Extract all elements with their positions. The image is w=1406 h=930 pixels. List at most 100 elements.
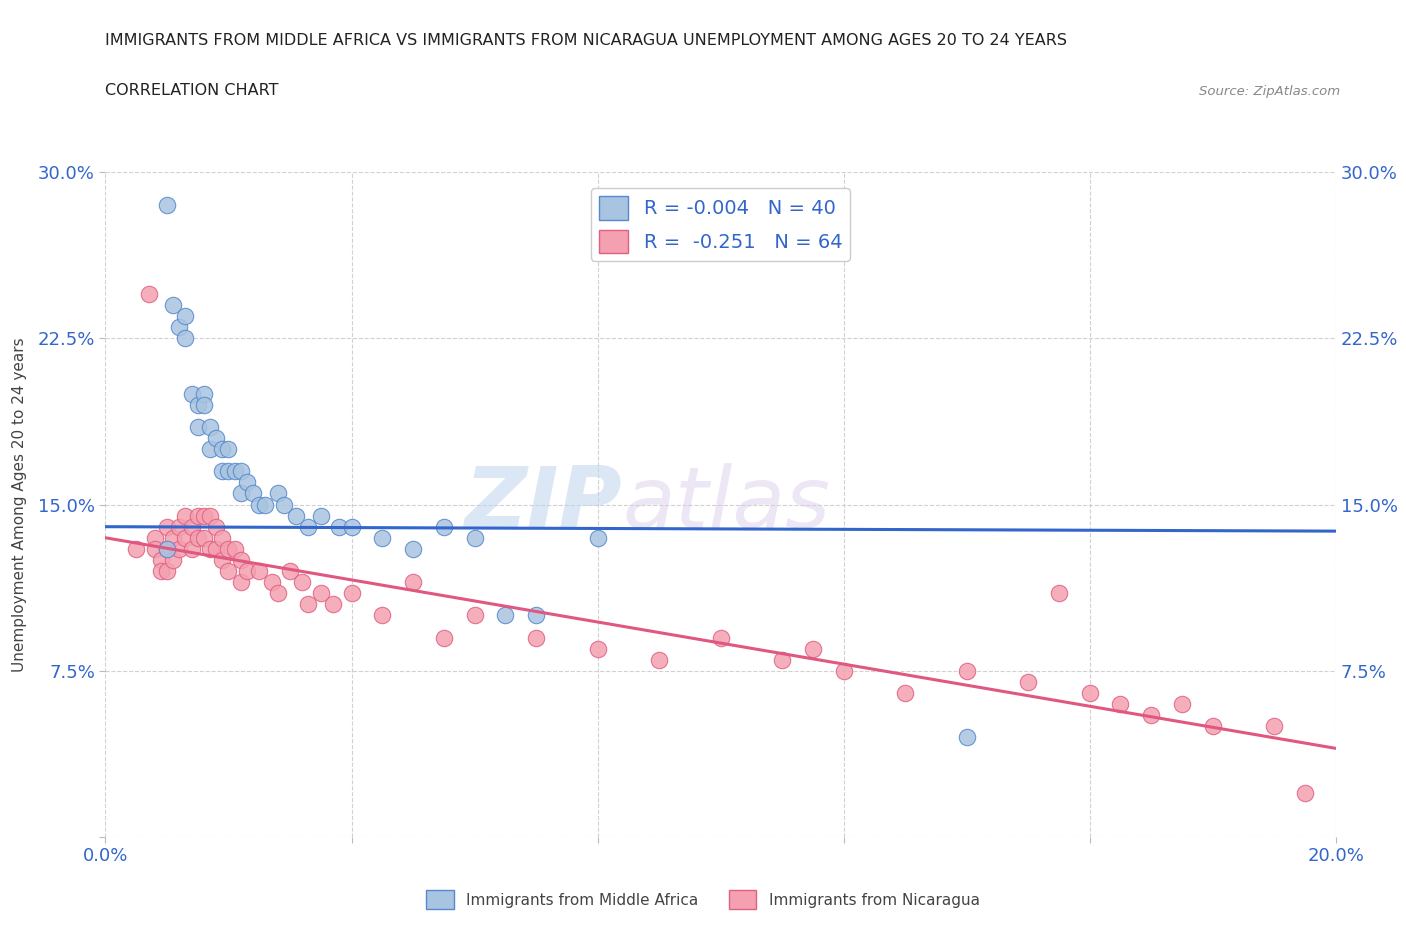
Point <box>1201 719 1223 734</box>
Point <box>433 519 456 534</box>
Point <box>193 508 215 523</box>
Point <box>169 541 191 556</box>
Point <box>174 530 197 545</box>
Point <box>309 508 332 523</box>
Point <box>464 530 486 545</box>
Point <box>297 597 319 612</box>
Point <box>832 663 855 678</box>
Point <box>169 519 191 534</box>
Point <box>278 564 301 578</box>
Point <box>260 575 283 590</box>
Point <box>247 498 270 512</box>
Point <box>956 730 979 745</box>
Point <box>174 331 197 346</box>
Point <box>143 541 166 556</box>
Point <box>198 508 221 523</box>
Point <box>433 631 456 645</box>
Point <box>162 298 184 312</box>
Text: IMMIGRANTS FROM MIDDLE AFRICA VS IMMIGRANTS FROM NICARAGUA UNEMPLOYMENT AMONG AG: IMMIGRANTS FROM MIDDLE AFRICA VS IMMIGRA… <box>105 33 1067 48</box>
Legend: R = -0.004   N = 40, R =  -0.251   N = 64: R = -0.004 N = 40, R = -0.251 N = 64 <box>591 189 851 261</box>
Text: ZIP: ZIP <box>464 463 621 546</box>
Point <box>156 564 179 578</box>
Point <box>162 530 184 545</box>
Point <box>328 519 350 534</box>
Point <box>770 652 793 667</box>
Point <box>187 419 209 434</box>
Point <box>205 431 228 445</box>
Point <box>218 564 240 578</box>
Point <box>402 541 425 556</box>
Y-axis label: Unemployment Among Ages 20 to 24 years: Unemployment Among Ages 20 to 24 years <box>11 338 27 671</box>
Point <box>187 508 209 523</box>
Text: atlas: atlas <box>621 463 830 546</box>
Point <box>236 475 259 490</box>
Point <box>193 386 215 401</box>
Point <box>247 564 270 578</box>
Point <box>187 530 209 545</box>
Point <box>224 541 246 556</box>
Point <box>149 552 172 567</box>
Point <box>267 486 290 501</box>
Point <box>236 564 259 578</box>
Text: CORRELATION CHART: CORRELATION CHART <box>105 83 278 98</box>
Point <box>710 631 733 645</box>
Point <box>198 419 221 434</box>
Point <box>1017 674 1039 689</box>
Point <box>218 442 240 457</box>
Point <box>138 286 160 301</box>
Point <box>193 530 215 545</box>
Point <box>285 508 308 523</box>
Point <box>174 508 197 523</box>
Point <box>180 541 202 556</box>
Point <box>149 564 172 578</box>
Point <box>193 397 215 412</box>
Point <box>273 498 295 512</box>
Point <box>211 464 233 479</box>
Point <box>371 608 394 623</box>
Point <box>198 541 221 556</box>
Point <box>524 608 547 623</box>
Point <box>801 641 824 656</box>
Point <box>169 320 191 335</box>
Point <box>1263 719 1285 734</box>
Point <box>156 198 179 213</box>
Point <box>267 586 290 601</box>
Point <box>224 464 246 479</box>
Point <box>156 519 179 534</box>
Point <box>156 541 179 556</box>
Point <box>229 552 252 567</box>
Point <box>211 530 233 545</box>
Point <box>297 519 319 534</box>
Point <box>218 541 240 556</box>
Point <box>229 575 252 590</box>
Legend: Immigrants from Middle Africa, Immigrants from Nicaragua: Immigrants from Middle Africa, Immigrant… <box>420 884 986 915</box>
Point <box>402 575 425 590</box>
Point <box>309 586 332 601</box>
Point <box>143 530 166 545</box>
Point <box>187 397 209 412</box>
Point <box>1171 697 1194 711</box>
Point <box>229 486 252 501</box>
Point <box>1140 708 1163 723</box>
Point <box>586 641 609 656</box>
Point <box>291 575 314 590</box>
Point <box>174 309 197 324</box>
Point <box>205 541 228 556</box>
Point <box>494 608 516 623</box>
Point <box>648 652 671 667</box>
Point <box>371 530 394 545</box>
Point <box>162 552 184 567</box>
Point <box>524 631 547 645</box>
Point <box>340 586 363 601</box>
Point <box>156 541 179 556</box>
Text: Source: ZipAtlas.com: Source: ZipAtlas.com <box>1199 85 1340 98</box>
Point <box>586 530 609 545</box>
Point <box>340 519 363 534</box>
Point <box>254 498 277 512</box>
Point <box>211 552 233 567</box>
Point <box>229 464 252 479</box>
Point <box>242 486 264 501</box>
Point <box>211 442 233 457</box>
Point <box>322 597 344 612</box>
Point <box>180 386 202 401</box>
